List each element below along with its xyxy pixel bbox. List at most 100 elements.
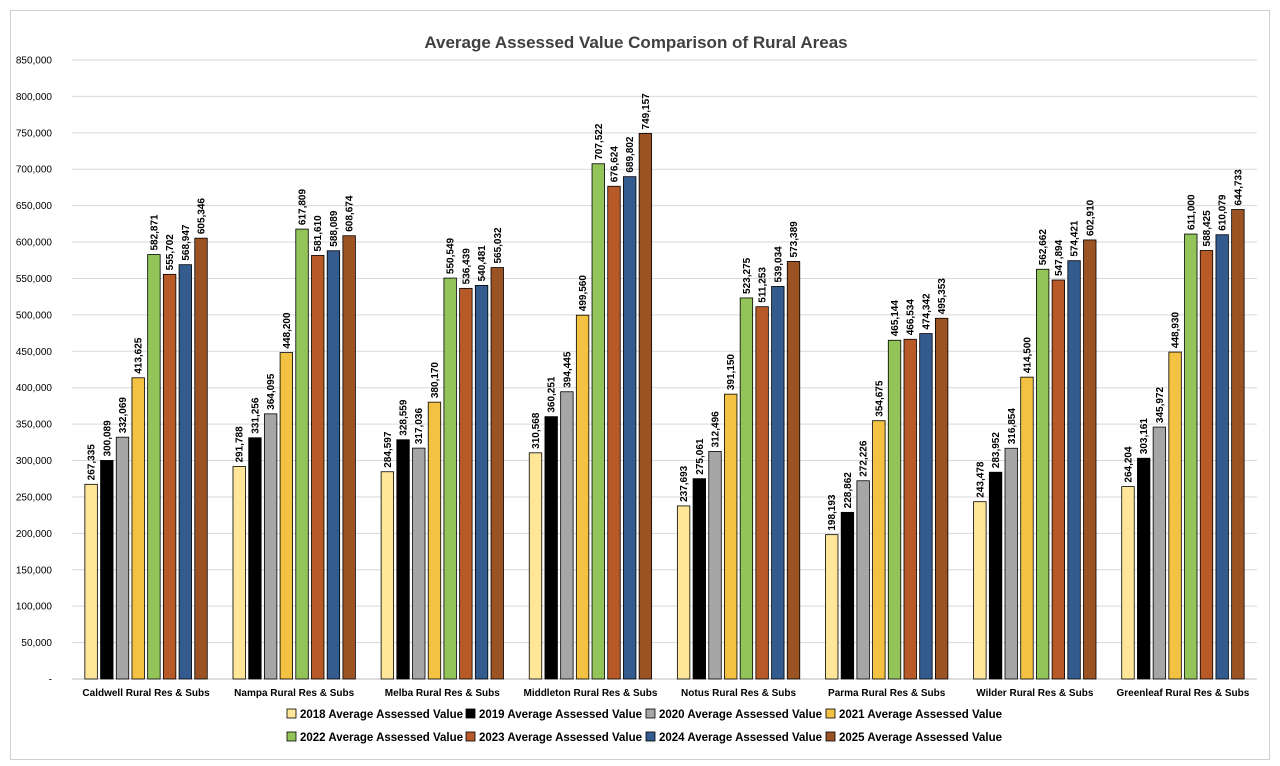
bar xyxy=(607,185,621,680)
bar xyxy=(676,505,691,680)
x-tick-label: Notus Rural Res & Subs xyxy=(681,688,796,699)
legend-swatch xyxy=(645,731,656,742)
y-tick-label: 100,000 xyxy=(16,602,53,613)
bar xyxy=(1215,234,1229,680)
y-tick-label: 300,000 xyxy=(16,456,53,467)
data-label: 312,496 xyxy=(711,411,722,448)
data-label: 555,702 xyxy=(165,234,176,271)
bar xyxy=(1020,376,1034,680)
x-tick-label: Wilder Rural Res & Subs xyxy=(976,688,1094,699)
bar xyxy=(1152,426,1167,680)
data-label: 345,972 xyxy=(1155,386,1166,423)
y-tick-label: 450,000 xyxy=(16,347,53,358)
y-tick-label: 700,000 xyxy=(16,165,53,176)
data-label: 275,061 xyxy=(695,438,706,475)
data-label: 394,445 xyxy=(562,351,573,388)
data-label: 360,251 xyxy=(547,376,558,413)
data-label: 364,095 xyxy=(266,373,277,410)
x-axis-ticks: Caldwell Rural Res & Subs Nampa Rural Res… xyxy=(82,688,1249,699)
x-tick-label: Nampa Rural Res & Subs xyxy=(234,688,354,699)
data-label: 283,952 xyxy=(991,432,1002,469)
bar xyxy=(739,297,754,680)
bar xyxy=(887,339,902,680)
data-label: 547,894 xyxy=(1054,239,1065,276)
y-axis-ticks: - 50,000 100,000 150,000 200,000 250,000 300,0… xyxy=(16,56,53,686)
legend-swatch xyxy=(465,731,476,742)
bar xyxy=(544,416,558,680)
bar xyxy=(560,391,574,680)
bar xyxy=(903,338,917,680)
bar xyxy=(412,447,426,680)
data-label: 582,871 xyxy=(149,214,160,251)
data-label: 540,481 xyxy=(477,245,488,282)
bar xyxy=(84,483,98,680)
legend: 2018 Average Assessed Value 2019 Average … xyxy=(286,708,1002,744)
bar xyxy=(396,439,410,680)
bar xyxy=(100,460,114,680)
data-label: 676,624 xyxy=(609,146,620,183)
data-label: 574,421 xyxy=(1070,220,1081,257)
bar xyxy=(872,420,886,680)
bar xyxy=(115,436,130,680)
bar xyxy=(575,314,590,680)
y-tick-label: 850,000 xyxy=(16,56,53,67)
bar xyxy=(295,228,309,680)
data-label: 300,089 xyxy=(102,420,113,457)
data-label: 332,069 xyxy=(118,397,129,434)
bar xyxy=(623,176,637,680)
bar xyxy=(825,534,839,680)
data-label: 707,522 xyxy=(594,123,605,160)
data-label: 511,253 xyxy=(758,267,769,303)
legend-swatch xyxy=(465,708,476,719)
bar xyxy=(1067,260,1081,680)
bar xyxy=(1137,457,1151,680)
bar xyxy=(443,277,457,680)
bar xyxy=(1004,447,1018,680)
bar xyxy=(840,511,855,680)
bar xyxy=(724,393,738,680)
data-label: 414,500 xyxy=(1022,337,1033,374)
y-tick-label: 400,000 xyxy=(16,383,53,394)
data-label: 380,170 xyxy=(430,362,441,399)
data-label: 316,854 xyxy=(1007,408,1018,445)
bar xyxy=(1051,279,1066,680)
y-tick-label: 550,000 xyxy=(16,274,53,285)
bar xyxy=(178,264,192,680)
data-label: 495,353 xyxy=(937,278,948,315)
bars xyxy=(84,133,1245,680)
bar xyxy=(248,437,262,680)
bar xyxy=(919,333,933,680)
bar xyxy=(1036,268,1050,680)
legend-label: 2024 Average Assessed Value xyxy=(659,732,822,744)
bar xyxy=(1168,351,1182,680)
bar xyxy=(311,255,325,680)
y-tick-label: 750,000 xyxy=(16,128,53,139)
bar xyxy=(326,250,341,680)
y-tick-label: - xyxy=(49,675,52,686)
bar xyxy=(490,267,504,680)
data-label: 602,910 xyxy=(1085,199,1096,236)
y-tick-label: 250,000 xyxy=(16,492,53,503)
bar xyxy=(1083,239,1097,680)
bar xyxy=(1184,233,1198,680)
legend-label: 2019 Average Assessed Value xyxy=(479,709,642,721)
y-tick-label: 200,000 xyxy=(16,529,53,540)
y-tick-label: 600,000 xyxy=(16,238,53,249)
data-label: 303,161 xyxy=(1139,418,1150,455)
data-label: 465,144 xyxy=(890,300,901,337)
data-labels: 267,335 300,089 332,069 413,625 582,871 555,7… xyxy=(87,93,1245,531)
bar xyxy=(1231,209,1245,680)
data-label: 611,000 xyxy=(1186,194,1197,230)
data-label: 581,610 xyxy=(313,215,324,252)
data-label: 644,733 xyxy=(1233,169,1244,206)
bar xyxy=(708,451,722,680)
data-label: 243,478 xyxy=(975,461,986,498)
bar xyxy=(459,287,473,680)
data-label: 228,862 xyxy=(843,472,854,509)
data-label: 310,568 xyxy=(531,412,542,449)
bar xyxy=(162,273,177,680)
bar xyxy=(591,163,605,680)
legend-label: 2023 Average Assessed Value xyxy=(479,732,642,744)
data-label: 608,674 xyxy=(345,195,356,232)
